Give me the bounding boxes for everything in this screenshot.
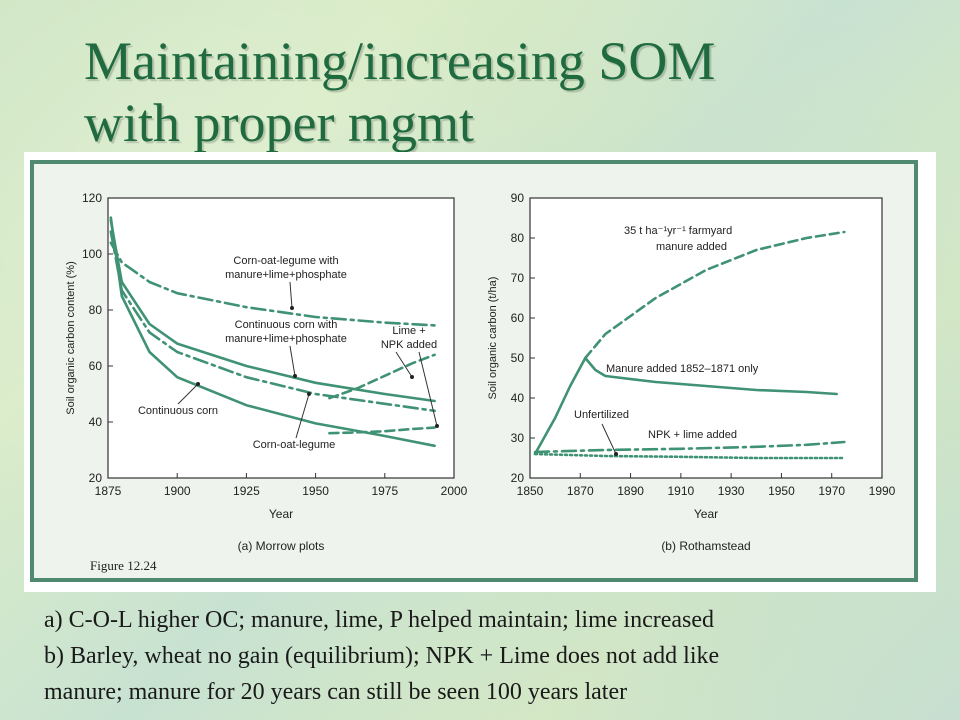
chart-1-series-1 [109,241,436,327]
chart-2-series-3 [533,440,846,454]
annotation-col-manure-1: Corn-oat-legume with [233,255,338,267]
chart-1-ytick-label: 60 [89,359,103,373]
figure-panel: Figure 12.24 1875 1900 1925 1950 1975 2000 20 4… [24,152,936,592]
annotation-manure-only: Manure added 1852–1871 only [606,363,759,375]
annotation-lime-npk-dot-2 [435,424,439,428]
chart-1-ytick-label: 80 [89,303,103,317]
chart-1-xtick-label: 2000 [441,484,468,498]
annotation-col-manure-leader [289,281,293,309]
annotation-col-manure-2: manure+lime+phosphate [225,269,347,281]
chart-2-series-2 [533,356,838,456]
figure-label: Figure 12.24 [90,558,157,573]
annotation-unfertilized: Unfertilized [574,409,629,421]
chart-1-plot-area [107,197,455,479]
chart-2-subtitle: (b) Rothamstead [661,539,750,553]
annotation-cc: Continuous corn [138,405,218,417]
chart-2-xtick-label: 1910 [668,484,695,498]
chart-2-ytick-label: 60 [511,311,525,325]
annotation-farmyard-2: manure added [656,241,727,253]
annotation-lime-npk-leader-1 [395,351,413,378]
slide-title: Maintaining/increasing SOM with proper m… [84,30,924,154]
chart-2-xtick-label: 1930 [718,484,745,498]
chart-1-xtick-label: 1900 [164,484,191,498]
title-line-1: Maintaining/increasing SOM [84,31,716,91]
caption-a: a) C-O-L higher OC; manure, lime, P help… [44,607,715,633]
title-line-2: with proper mgmt [84,93,474,153]
chart-2-ytick-label: 80 [511,231,525,245]
chart-2-plot-area [529,197,883,479]
annotation-col-manure-dot [290,306,294,310]
caption-b-line-2: manure; manure for 20 years can still be… [44,679,628,705]
chart-1-series-6 [328,426,436,435]
chart-2-xlabel: Year [694,507,718,521]
chart-2-ytick-label: 40 [511,391,525,405]
annotation-cc-leader [177,383,199,405]
chart-2-series-1 [584,230,846,360]
annotation-lime-npk-leader-2 [418,351,438,427]
caption-block: a) C-O-L higher OC; manure, lime, P help… [44,602,944,710]
chart-2-ylabel: Soil organic carbon (t/ha) [487,277,499,400]
chart-1-ytick-label: 120 [82,191,102,205]
chart-2-series-4 [533,452,846,460]
chart-1-series-2 [109,219,436,403]
annotation-cc-manure-dot [293,374,297,378]
chart-2-ytick-label: 20 [511,471,525,485]
chart-2-ytick-label: 90 [511,191,525,205]
chart-1-series-4 [109,216,436,448]
chart-1-series-3 [109,230,436,413]
chart-1-xtick-label: 1950 [302,484,329,498]
chart-2-xtick-label: 1870 [567,484,594,498]
caption-b-line-1: b) Barley, wheat no gain (equilibrium); … [44,643,720,669]
chart-1-subtitle: (a) Morrow plots [238,539,325,553]
annotation-col-dot [307,392,311,396]
chart-2-xtick-label: 1850 [517,484,544,498]
figure-svg: Figure 12.24 1875 1900 1925 1950 1975 2000 20 4… [30,160,918,582]
annotation-lime-npk-1: Lime + [392,325,425,337]
annotation-unfertilized-dot [614,452,618,456]
annotation-unfertilized-leader [601,423,617,455]
chart-1-ylabel: Soil organic carbon content (%) [65,261,77,414]
chart-1-xtick-label: 1875 [95,484,122,498]
chart-2-xtick-label: 1990 [869,484,896,498]
chart-1-series-5 [328,353,436,400]
chart-1-xlabel: Year [269,507,293,521]
annotation-col-leader [295,393,310,439]
annotation-lime-npk-2: NPK added [381,339,437,351]
chart-2-ytick-label: 30 [511,431,525,445]
annotation-cc-manure-2: manure+lime+phosphate [225,333,347,345]
chart-2-xtick-label: 1970 [818,484,845,498]
chart-2-ytick-label: 50 [511,351,525,365]
chart-1-xtick-label: 1925 [233,484,260,498]
chart-2-ytick-label: 70 [511,271,525,285]
chart-1-ytick-label: 100 [82,247,102,261]
chart-2-xtick-label: 1950 [768,484,795,498]
chart-2-xtick-label: 1890 [617,484,644,498]
annotation-cc-manure-leader [289,345,296,377]
chart-1-ytick-label: 20 [89,471,103,485]
annotation-col: Corn-oat-legume [253,439,336,451]
chart-1-ytick-label: 40 [89,415,103,429]
annotation-cc-dot [196,382,200,386]
annotation-lime-npk-dot-1 [410,375,414,379]
annotation-npk-lime: NPK + lime added [648,429,737,441]
annotation-farmyard-1: 35 t ha⁻¹yr⁻¹ farmyard [624,225,732,237]
chart-1-xtick-label: 1975 [371,484,398,498]
annotation-cc-manure-1: Continuous corn with [235,319,338,331]
